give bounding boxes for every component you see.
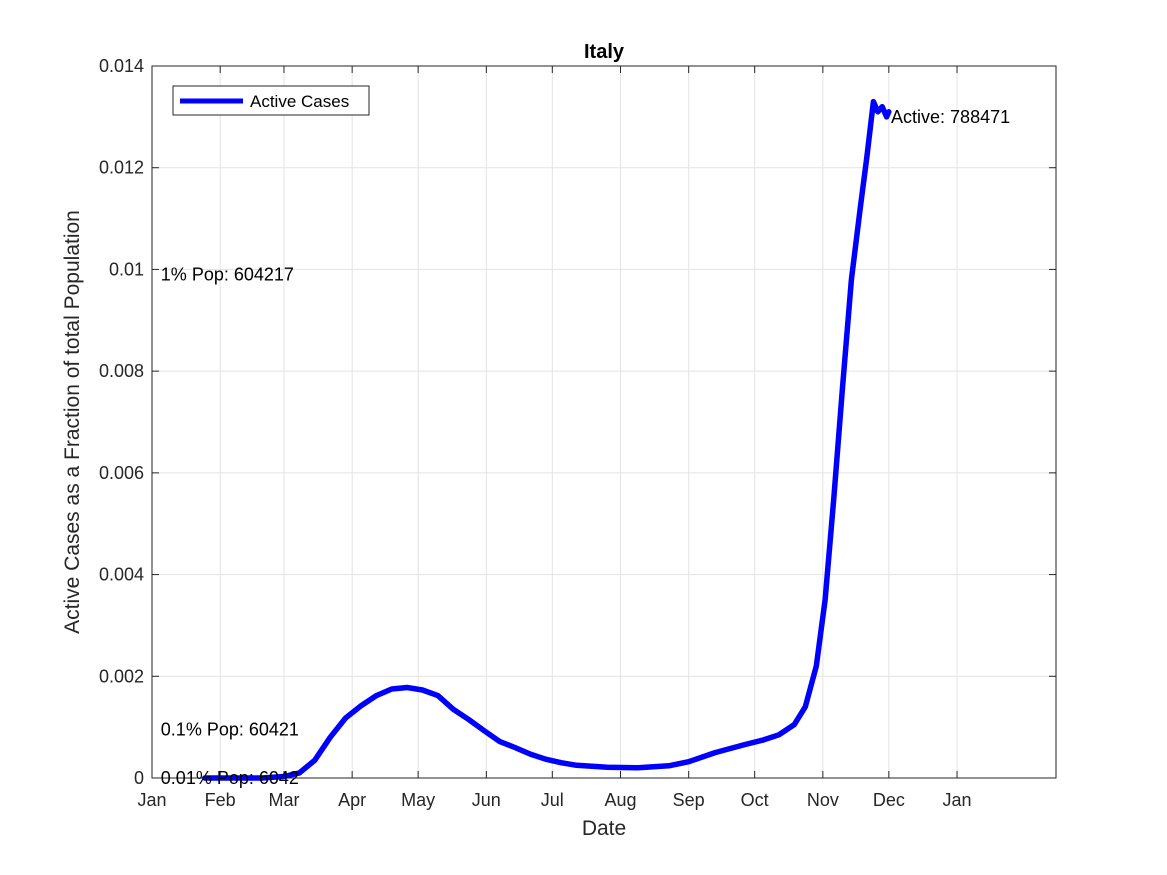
x-axis-label: Date <box>582 817 626 840</box>
x-tick-label: May <box>401 790 435 810</box>
x-tick-label: Apr <box>338 790 366 810</box>
annotation-label: 0.01% Pop: 6042 <box>161 768 299 788</box>
y-tick-label: 0.006 <box>99 463 144 483</box>
x-tick-label: Jan <box>137 790 166 810</box>
chart-title: Italy <box>584 41 625 63</box>
annotation-label: 0.1% Pop: 60421 <box>161 720 299 740</box>
axis-ticks: Jan Feb Mar Apr May Jun Jul Aug Sep Oct Nov Dec Jan0… <box>99 56 1056 810</box>
x-tick-label: Jan <box>943 790 972 810</box>
y-tick-label: 0.008 <box>99 361 144 381</box>
x-tick-label: Oct <box>741 790 769 810</box>
y-tick-label: 0.01 <box>109 259 144 279</box>
x-tick-label: Aug <box>604 790 636 810</box>
y-axis-label: Active Cases as a Fraction of total Popu… <box>61 210 84 634</box>
legend[interactable]: Active Cases <box>172 85 370 116</box>
y-tick-label: 0.014 <box>99 56 144 76</box>
series-line-active-cases <box>202 98 892 781</box>
x-tick-label: Nov <box>807 790 839 810</box>
x-tick-label: Jun <box>472 790 501 810</box>
annotations: Active: 788471 1% Pop: 604217 0.1% Pop: 60… <box>161 107 1010 788</box>
x-tick-label: Sep <box>673 790 705 810</box>
legend-label: Active Cases <box>250 92 349 111</box>
y-tick-label: 0 <box>134 768 144 788</box>
x-tick-label: Mar <box>268 790 299 810</box>
y-tick-label: 0.004 <box>99 565 144 585</box>
x-tick-label: Feb <box>205 790 236 810</box>
plot-area <box>151 65 1057 779</box>
x-tick-label: Jul <box>541 790 564 810</box>
annotation-label: 1% Pop: 604217 <box>161 265 294 285</box>
y-tick-label: 0.002 <box>99 666 144 686</box>
annotation-label: Active: 788471 <box>891 107 1010 127</box>
x-tick-label: Dec <box>873 790 905 810</box>
y-tick-label: 0.012 <box>99 158 144 178</box>
series-layer <box>202 98 892 781</box>
